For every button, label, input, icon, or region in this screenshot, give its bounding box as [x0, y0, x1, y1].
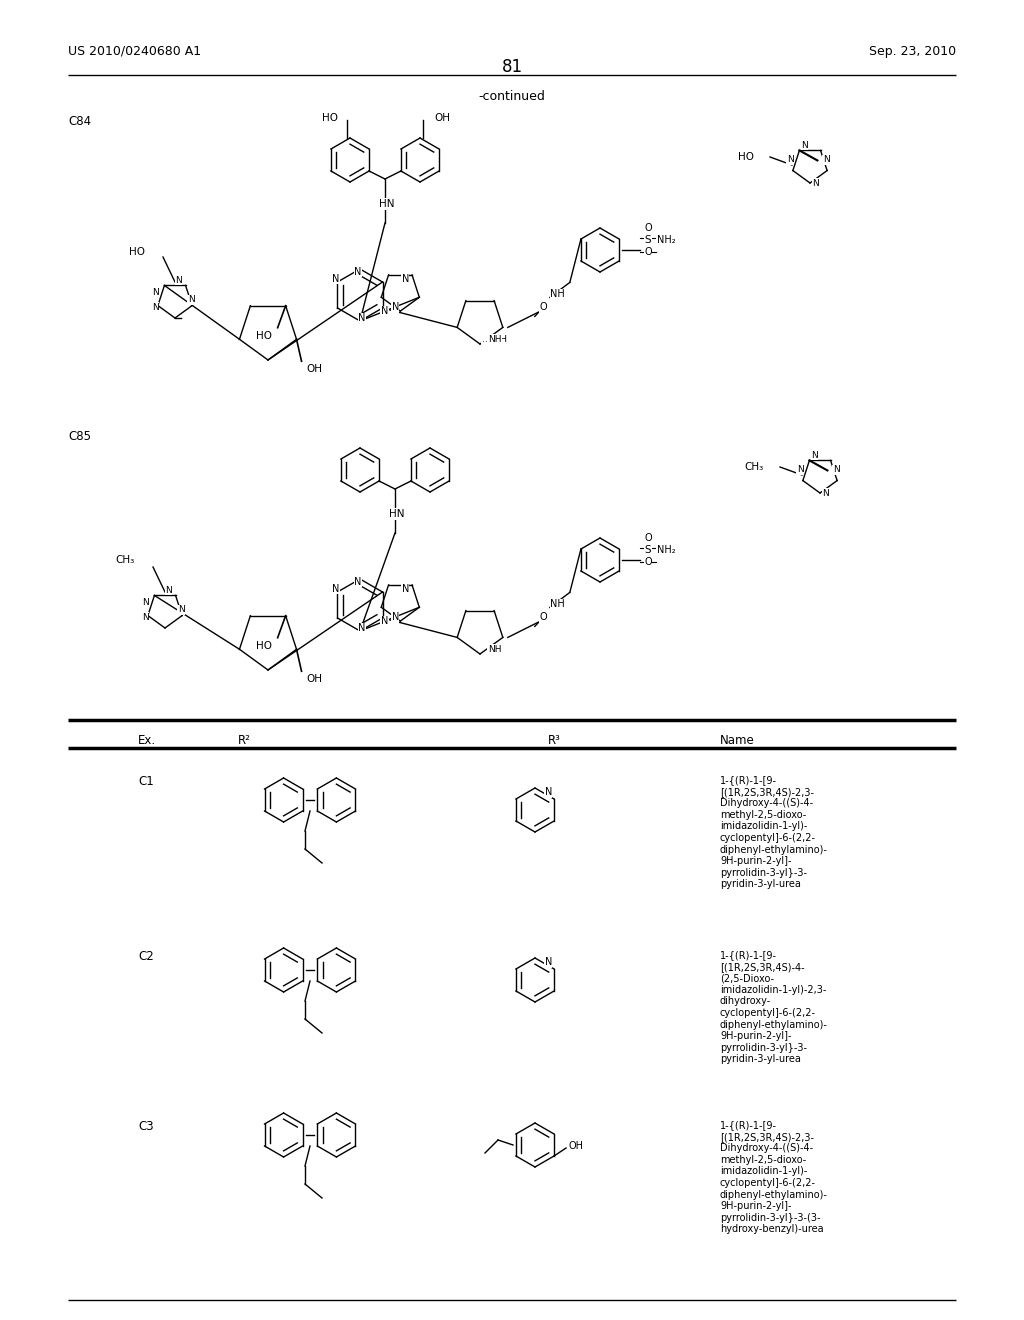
Text: N: N [175, 276, 182, 285]
Text: R³: R³ [548, 734, 561, 747]
Text: N: N [152, 288, 159, 297]
Text: NH: NH [487, 644, 501, 653]
Text: 81: 81 [502, 58, 522, 77]
Text: N: N [332, 583, 339, 594]
Text: N: N [786, 154, 794, 164]
Text: N: N [545, 957, 552, 968]
Text: HO: HO [322, 114, 338, 123]
Text: HO: HO [256, 331, 271, 341]
Text: O: O [644, 533, 652, 543]
Text: OH: OH [306, 675, 323, 684]
Text: Sep. 23, 2010: Sep. 23, 2010 [869, 45, 956, 58]
Text: N: N [354, 577, 361, 587]
Text: N: N [165, 586, 172, 595]
Text: C1: C1 [138, 775, 154, 788]
Text: S: S [645, 545, 651, 554]
Text: N: N [823, 154, 829, 164]
Text: HO: HO [738, 152, 754, 162]
Text: N: N [152, 302, 159, 312]
Text: N: N [358, 623, 366, 634]
Text: CH₃: CH₃ [116, 554, 135, 565]
Text: 1-{(R)-1-[9-
[(1R,2S,3R,4S)-4-
(2,5-Dioxo-
imidazolidin-1-yl)-2,3-
dihydroxy-
cy: 1-{(R)-1-[9- [(1R,2S,3R,4S)-4- (2,5-Diox… [720, 950, 827, 1064]
Text: N: N [142, 598, 148, 607]
Text: N: N [381, 616, 388, 626]
Text: C85: C85 [68, 430, 91, 444]
Text: N: N [381, 306, 388, 315]
Text: US 2010/0240680 A1: US 2010/0240680 A1 [68, 45, 201, 58]
Text: -continued: -continued [478, 90, 546, 103]
Text: ....NH: ....NH [482, 335, 507, 343]
Text: N: N [545, 788, 552, 797]
Text: C3: C3 [138, 1119, 154, 1133]
Text: C2: C2 [138, 950, 154, 964]
Text: N: N [812, 178, 819, 187]
Text: HO: HO [129, 247, 145, 257]
Text: O: O [644, 223, 652, 234]
Text: NH: NH [551, 599, 565, 610]
Text: NH₂: NH₂ [656, 235, 675, 246]
Text: N: N [801, 141, 808, 149]
Text: N: N [797, 465, 804, 474]
Text: N: N [187, 296, 195, 305]
Text: 1-{(R)-1-[9-
[(1R,2S,3R,4S)-2,3-
Dihydroxy-4-((S)-4-
methyl-2,5-dioxo-
imidazoli: 1-{(R)-1-[9- [(1R,2S,3R,4S)-2,3- Dihydro… [720, 1119, 827, 1234]
Text: O: O [539, 612, 547, 623]
Text: NH: NH [487, 335, 501, 343]
Text: N: N [354, 267, 361, 277]
Text: C84: C84 [68, 115, 91, 128]
Text: OH: OH [306, 364, 323, 375]
Text: O: O [644, 557, 652, 568]
Text: N: N [358, 313, 366, 323]
Text: HN: HN [379, 199, 394, 209]
Text: N: N [142, 612, 148, 622]
Text: OH: OH [568, 1140, 584, 1151]
Text: S: S [645, 235, 651, 246]
Text: HN: HN [389, 510, 404, 519]
Text: R²: R² [238, 734, 251, 747]
Text: O: O [644, 247, 652, 257]
Text: 1-{(R)-1-[9-
[(1R,2S,3R,4S)-2,3-
Dihydroxy-4-((S)-4-
methyl-2,5-dioxo-
imidazoli: 1-{(R)-1-[9- [(1R,2S,3R,4S)-2,3- Dihydro… [720, 775, 827, 890]
Text: OH: OH [434, 114, 450, 123]
Text: Ex.: Ex. [138, 734, 156, 747]
Text: N: N [178, 606, 184, 615]
Text: CH₃: CH₃ [744, 462, 764, 473]
Text: N: N [822, 488, 828, 498]
Text: HO: HO [256, 640, 271, 651]
Text: N: N [833, 465, 840, 474]
Text: N: N [811, 450, 818, 459]
Text: Name: Name [720, 734, 755, 747]
Text: NH: NH [551, 289, 565, 300]
Text: O: O [539, 302, 547, 313]
Text: N: N [401, 275, 409, 284]
Text: N: N [391, 302, 399, 312]
Text: NH₂: NH₂ [656, 545, 675, 554]
Text: N: N [391, 612, 399, 622]
Text: N: N [401, 583, 409, 594]
Text: N: N [332, 275, 339, 284]
